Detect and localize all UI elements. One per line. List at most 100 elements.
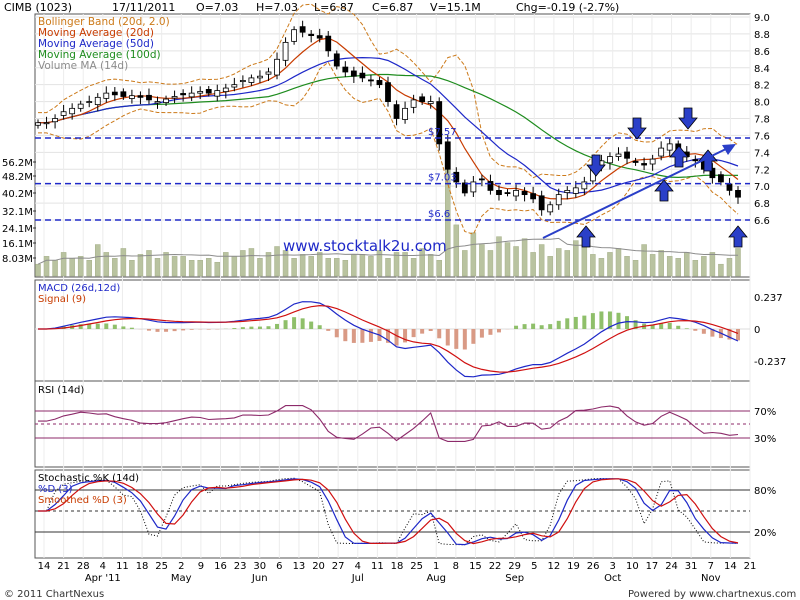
volume-y-tick: 32.1M bbox=[2, 207, 33, 218]
volume-bar bbox=[666, 256, 673, 277]
volume-y-tick: 24.1M bbox=[2, 224, 33, 235]
volume-bar bbox=[205, 258, 212, 277]
x-tick-label: 10 bbox=[626, 561, 639, 572]
down-arrow-icon bbox=[586, 154, 606, 177]
volume-bar bbox=[726, 258, 733, 277]
candle-body bbox=[513, 189, 519, 197]
volume-bar bbox=[35, 263, 41, 277]
volume-bar bbox=[274, 246, 280, 277]
volume-bar bbox=[351, 254, 357, 277]
close-label: C=6.87 bbox=[372, 1, 413, 14]
volume-bar bbox=[675, 258, 681, 277]
price-y-tick: 9.0 bbox=[754, 13, 770, 24]
macd-y-tick: -0.237 bbox=[754, 357, 786, 368]
volume-bar bbox=[223, 252, 229, 277]
ma50-line bbox=[38, 56, 739, 194]
stoch-d-line bbox=[38, 478, 739, 546]
price-y-tick: 7.0 bbox=[754, 182, 770, 193]
candle-body bbox=[248, 77, 255, 83]
macd-histogram-bar bbox=[684, 328, 689, 329]
month-label: Apr '11 bbox=[85, 573, 121, 584]
price-y-tick: 8.2 bbox=[754, 81, 770, 92]
candle-body bbox=[393, 104, 400, 119]
macd-histogram-bar bbox=[488, 329, 493, 335]
level-label: $7.57 bbox=[428, 127, 457, 138]
x-tick-label: 20 bbox=[312, 561, 325, 572]
volume-bar bbox=[197, 260, 203, 277]
macd-histogram-bar bbox=[206, 329, 211, 330]
x-tick-label: 8 bbox=[453, 561, 459, 572]
stochastic-smoothed-label: Smoothed %D (3) bbox=[38, 495, 127, 506]
volume-bar bbox=[69, 258, 75, 277]
candle-body bbox=[607, 156, 613, 164]
volume-bar bbox=[513, 246, 519, 277]
x-tick-label: 25 bbox=[155, 561, 168, 572]
support-resistance-levels: $7.57 $7.03 $6.6 bbox=[35, 127, 750, 221]
candle-body bbox=[461, 182, 468, 194]
candle-body bbox=[94, 96, 101, 106]
volume-bar bbox=[649, 254, 656, 277]
x-tick-label: 19 bbox=[567, 561, 580, 572]
legend-item: Moving Average (20d) bbox=[38, 27, 154, 39]
volume-bar bbox=[299, 254, 306, 277]
macd-histogram-bar bbox=[403, 329, 408, 343]
chart-footer: © 2011 ChartNexus Powered by www.chartne… bbox=[4, 589, 796, 600]
candle-body bbox=[111, 91, 118, 96]
stochastic-title: Stochastic %K (14d) bbox=[38, 473, 139, 484]
trend-arrow-head bbox=[722, 144, 736, 155]
macd-histogram-bar bbox=[582, 315, 587, 329]
candle-body bbox=[60, 111, 67, 116]
price-y-tick: 6.6 bbox=[754, 216, 770, 227]
legend-item: Moving Average (50d) bbox=[38, 38, 154, 50]
candle-body bbox=[69, 107, 76, 115]
level-label: $6.6 bbox=[428, 209, 450, 220]
candle-body bbox=[572, 187, 579, 194]
volume-bar bbox=[171, 256, 178, 277]
level-label: $7.03 bbox=[428, 173, 457, 184]
watermark-text: www.stocktalk2u.com bbox=[283, 237, 447, 255]
volume-bar bbox=[308, 256, 314, 277]
x-tick-label: 4 bbox=[355, 561, 361, 572]
candle-body bbox=[470, 181, 477, 193]
macd-histogram-bar bbox=[411, 329, 416, 338]
candle-body bbox=[555, 194, 562, 206]
candle-body bbox=[624, 151, 630, 159]
candle-body bbox=[120, 91, 127, 97]
volume-y-tick: 40.2M bbox=[2, 189, 33, 200]
macd-histogram-bar bbox=[360, 329, 365, 343]
macd-histogram-bar bbox=[633, 320, 638, 329]
volume-bar bbox=[257, 258, 263, 277]
volume-bar bbox=[590, 254, 596, 277]
candle-body bbox=[222, 87, 229, 93]
x-tick-label: 24 bbox=[665, 561, 678, 572]
macd-histogram-bar bbox=[590, 313, 595, 329]
volume-bar bbox=[342, 260, 349, 277]
macd-histogram-bar bbox=[394, 329, 399, 346]
up-arrow-icon bbox=[576, 225, 596, 248]
candle-body bbox=[735, 189, 741, 198]
month-label: Aug bbox=[426, 573, 446, 584]
macd-histogram-bar bbox=[232, 328, 237, 329]
candle-body bbox=[103, 92, 110, 99]
macd-histogram-bar bbox=[309, 321, 314, 329]
x-tick-label: 1 bbox=[433, 561, 439, 572]
x-tick-label: 28 bbox=[77, 561, 90, 572]
macd-histogram-bar bbox=[420, 329, 425, 334]
volume-y-tick: 56.2M bbox=[2, 158, 33, 169]
macd-histogram-bar bbox=[240, 327, 245, 329]
stoch-y-tick: 20% bbox=[754, 528, 776, 539]
volume-bar bbox=[214, 261, 221, 277]
copyright-text: © 2011 ChartNexus bbox=[4, 589, 104, 600]
macd-histogram-bar bbox=[650, 324, 655, 329]
price-y-tick: 7.8 bbox=[754, 115, 770, 126]
open-label: O=7.03 bbox=[196, 1, 238, 14]
volume-bar bbox=[120, 248, 127, 277]
volume-bar bbox=[598, 258, 605, 277]
volume-bar bbox=[410, 258, 417, 277]
x-tick-label: 7 bbox=[708, 561, 714, 572]
symbol-label: CIMB (1023) bbox=[4, 1, 72, 14]
macd-histogram-bar bbox=[701, 329, 706, 334]
candle-body bbox=[402, 107, 408, 120]
up-arrow-icon bbox=[654, 179, 674, 202]
